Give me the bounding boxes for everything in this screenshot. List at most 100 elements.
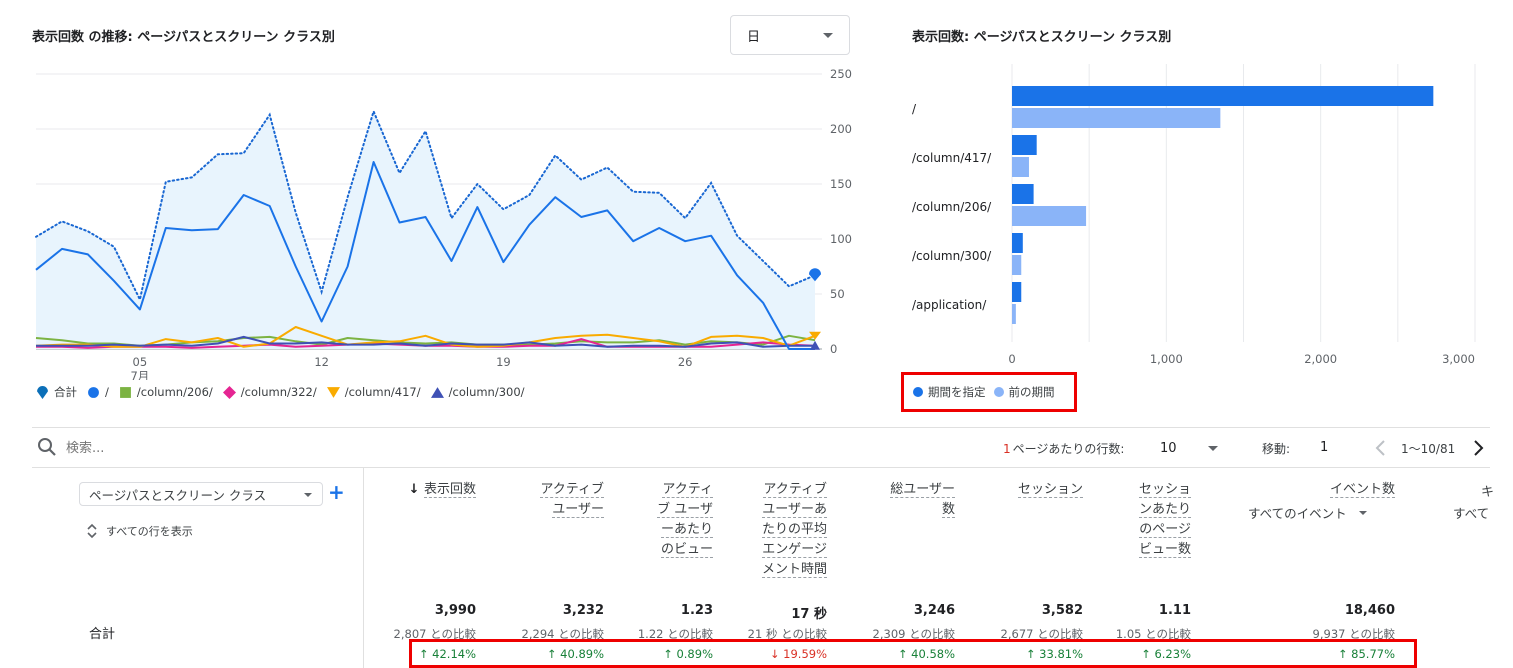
compare-value: 2,294 との比較 xyxy=(521,627,604,641)
bar-current[interactable] xyxy=(1012,233,1023,253)
legend-label: 合計 xyxy=(54,385,77,399)
bar-previous[interactable] xyxy=(1012,108,1221,128)
bar-previous[interactable] xyxy=(1012,157,1029,177)
granularity-value: 日 xyxy=(747,29,761,45)
legend-label: / xyxy=(105,385,109,399)
x-tick-label: 3,000 xyxy=(1442,352,1475,366)
x-tick-label: 0 xyxy=(1008,352,1015,366)
granularity-dropdown[interactable]: 日 xyxy=(730,15,850,55)
bar-current[interactable] xyxy=(1012,135,1037,155)
legend-current-period[interactable]: 期間を指定 xyxy=(913,384,986,400)
diamond-icon xyxy=(222,385,236,399)
bar-current[interactable] xyxy=(1012,282,1022,302)
chevron-left-icon[interactable] xyxy=(1374,438,1388,458)
chevron-right-icon[interactable] xyxy=(1471,438,1485,458)
bar-current[interactable] xyxy=(1012,184,1034,204)
circle-icon xyxy=(913,387,923,397)
partial-column-header: キ xyxy=(1481,485,1495,500)
show-all-rows-toggle[interactable]: すべての行を表示 xyxy=(86,523,193,539)
x-tick-label: 26 xyxy=(678,355,693,369)
total-value: 17 秒 xyxy=(791,607,827,622)
chevron-down-icon xyxy=(823,33,833,38)
y-tick-label: 50 xyxy=(830,287,845,301)
legend-item[interactable]: /column/417/ xyxy=(326,385,421,399)
chevron-down-icon xyxy=(304,493,312,497)
search-icon[interactable] xyxy=(37,437,57,457)
bar-chart: 0 1,000 2,000 3,000 / /column/417/ /column/206… xyxy=(912,64,1476,366)
table-divider xyxy=(32,467,1490,468)
bar-previous[interactable] xyxy=(1012,206,1087,226)
rows-per-page-select[interactable]: 10 xyxy=(1160,437,1220,459)
compare-value: 9,937 との比較 xyxy=(1312,627,1395,641)
dimension-select-value: ページパスとスクリーン クラス xyxy=(89,487,267,503)
column-header-text: メント時間 xyxy=(761,562,827,578)
legend-item[interactable]: /column/322/ xyxy=(222,385,317,399)
column-header[interactable]: ↓ 表示回数 xyxy=(409,480,476,500)
event-filter-select[interactable]: すべてのイベント xyxy=(1248,503,1367,522)
sort-arrow-icon: ↓ xyxy=(408,482,424,497)
column-header[interactable]: イベント数 xyxy=(1329,480,1395,500)
column-header-text: ユーザーあ xyxy=(762,502,827,518)
rows-label-prefix: 1 xyxy=(1003,441,1011,456)
add-dimension-button[interactable]: + xyxy=(328,480,345,504)
total-value: 3,582 xyxy=(1041,603,1083,618)
bar-previous[interactable] xyxy=(1012,255,1022,275)
x-tick-label: 05 xyxy=(133,355,148,369)
change-percent: ↑ 0.89% xyxy=(663,647,713,661)
column-header-text: イベント数 xyxy=(1329,482,1395,498)
legend-item[interactable]: 合計 xyxy=(36,384,77,400)
page-number-input[interactable]: 1 xyxy=(1320,440,1329,455)
triangle-up-icon xyxy=(430,386,444,398)
bar-current[interactable] xyxy=(1012,86,1434,106)
column-header-text: セッショ xyxy=(1138,482,1191,498)
legend-item[interactable]: /column/300/ xyxy=(430,385,525,399)
legend-label: 前の期間 xyxy=(1008,385,1055,399)
category-label: /column/206/ xyxy=(912,200,992,214)
column-header-text: セッション xyxy=(1017,482,1083,498)
column-header-text: エンゲージ xyxy=(762,542,827,558)
x-tick-label: 1,000 xyxy=(1150,352,1183,366)
column-header[interactable]: アクティブ ユーザー xyxy=(540,480,604,520)
column-header[interactable]: アクティブ ユーザ ーあたり のビュー xyxy=(657,480,713,560)
y-tick-label: 100 xyxy=(830,232,852,246)
column-header-text: のページ xyxy=(1139,522,1191,538)
line-chart-title: 表示回数 の推移: ページパスとスクリーン クラス別 xyxy=(32,30,335,45)
legend-label: /column/417/ xyxy=(344,385,421,399)
legend-item[interactable]: / xyxy=(87,385,109,399)
total-value: 3,246 xyxy=(913,603,955,618)
bar-previous[interactable] xyxy=(1012,304,1016,324)
search-input[interactable] xyxy=(66,438,366,458)
x-tick-label: 19 xyxy=(496,355,511,369)
column-header[interactable]: セッション xyxy=(1017,480,1083,500)
column-header-text: アクティブ xyxy=(540,482,604,498)
legend-item[interactable]: /column/206/ xyxy=(119,385,213,399)
series-area-total xyxy=(36,111,815,350)
dimension-select[interactable]: ページパスとスクリーン クラス xyxy=(79,482,323,506)
square-icon xyxy=(119,386,131,398)
triangle-up-marker xyxy=(810,340,820,350)
column-header-text: たりの平均 xyxy=(761,522,827,538)
compare-value: 2,309 との比較 xyxy=(872,627,955,641)
event-filter-value: すべてのイベント xyxy=(1248,506,1347,521)
column-header[interactable]: アクティブユーザーあたりの平均エンゲージメント時間 xyxy=(761,480,827,580)
total-row-label: 合計 xyxy=(89,627,116,642)
column-header-text: ブ ユーザ xyxy=(657,502,713,518)
column-header[interactable]: セッショ ンあたり のページ ビュー数 xyxy=(1138,480,1191,560)
column-header-text: アクティブ xyxy=(763,482,827,498)
column-header[interactable]: 総ユーザー数 xyxy=(890,480,955,520)
y-tick-label: 200 xyxy=(830,122,852,136)
change-percent: ↑ 6.23% xyxy=(1141,647,1191,661)
line-chart-legend: 合計 / /column/206/ /column/322/ /column/417/ /… xyxy=(36,384,535,400)
change-percent: ↑ 85.77% xyxy=(1337,647,1395,661)
show-all-rows-label: すべての行を表示 xyxy=(106,525,193,538)
y-tick-label: 250 xyxy=(830,67,852,81)
circle-icon xyxy=(88,386,99,398)
category-label: / xyxy=(912,102,917,116)
column-header-text: ーあたり xyxy=(660,522,713,538)
triangle-down-marker xyxy=(809,331,821,340)
compare-value: 1.22 との比較 xyxy=(637,627,713,641)
legend-previous-period[interactable]: 前の期間 xyxy=(993,384,1055,400)
change-percent: ↑ 33.81% xyxy=(1025,647,1083,661)
category-label: /column/300/ xyxy=(912,249,992,263)
